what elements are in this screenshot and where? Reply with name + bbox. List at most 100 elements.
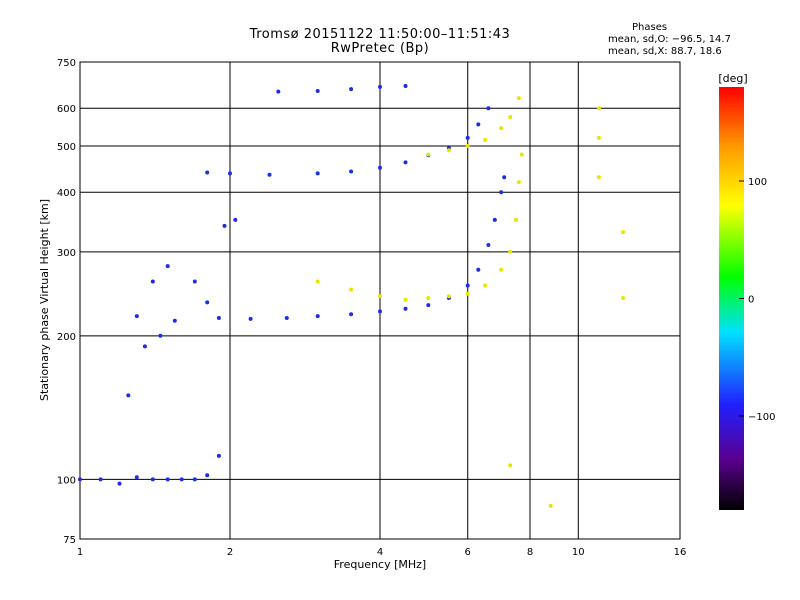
y-tick-label: 300 xyxy=(57,248,76,259)
data-point xyxy=(378,309,382,314)
data-point xyxy=(508,115,513,119)
data-point xyxy=(134,314,139,319)
colorbar-tick-label: −100 xyxy=(748,412,775,423)
stats-o-mode: mean, sd,O: −96.5, 14.7 xyxy=(608,34,731,45)
data-point xyxy=(349,169,354,174)
data-point xyxy=(508,463,513,468)
data-point xyxy=(499,126,504,131)
data-point xyxy=(216,316,221,320)
colorbar-ticks: 100 0 −100 xyxy=(739,177,775,423)
data-point xyxy=(315,279,320,284)
x-tick-label: 4 xyxy=(377,547,383,558)
y-tick-label: 400 xyxy=(57,188,76,199)
data-point xyxy=(205,473,210,478)
data-point xyxy=(516,180,521,185)
data-point xyxy=(216,453,221,458)
data-point xyxy=(165,477,170,482)
data-point xyxy=(192,477,197,482)
chart-subtitle: RwPretec (Bp) xyxy=(330,41,430,56)
y-tick-label: 75 xyxy=(63,535,76,546)
data-point xyxy=(516,96,521,101)
data-point xyxy=(465,291,470,296)
data-point xyxy=(205,300,210,305)
data-point xyxy=(465,144,470,148)
data-point xyxy=(315,171,320,176)
data-point xyxy=(508,249,513,254)
data-point xyxy=(403,84,408,88)
y-tick-label: 100 xyxy=(57,475,76,486)
data-point xyxy=(378,294,382,299)
y-tick-label: 500 xyxy=(57,142,76,153)
data-point xyxy=(492,217,497,222)
data-point xyxy=(403,306,408,311)
data-point xyxy=(514,217,518,222)
data-point xyxy=(267,172,272,177)
data-point xyxy=(248,316,253,321)
data-point xyxy=(426,152,431,157)
x-tick-label: 16 xyxy=(674,547,687,558)
data-point xyxy=(284,316,289,320)
data-point xyxy=(228,171,232,176)
data-point xyxy=(179,477,184,482)
data-point xyxy=(426,303,431,308)
grid-lines xyxy=(80,62,680,539)
data-point xyxy=(446,148,451,153)
data-point xyxy=(596,135,601,140)
data-point xyxy=(276,89,281,94)
x-tick-label: 6 xyxy=(465,547,471,558)
data-point xyxy=(142,344,147,349)
x-tick-label: 1 xyxy=(77,547,83,558)
chart-title: Tromsø 20151122 11:50:00–11:51:43 xyxy=(249,27,511,42)
data-point xyxy=(486,106,491,111)
data-point xyxy=(172,318,177,323)
data-point xyxy=(548,503,553,508)
data-point xyxy=(403,160,408,165)
data-point xyxy=(222,223,227,228)
y-tick-label: 750 xyxy=(57,58,76,69)
data-point xyxy=(349,287,354,292)
data-point xyxy=(126,393,131,398)
y-axis-label: Stationary phase Virtual Height [km] xyxy=(38,199,51,401)
data-point xyxy=(476,267,481,272)
data-point xyxy=(476,122,481,127)
data-point xyxy=(465,135,470,140)
data-point xyxy=(621,230,626,235)
data-point xyxy=(158,333,163,338)
colorbar-label: [deg] xyxy=(718,72,747,85)
stats-heading: Phases xyxy=(632,22,668,33)
data-point xyxy=(446,294,451,299)
tick-labels: 1 2 4 6 8 10 16 75 100 200 300 400 500 600 750 xyxy=(57,58,686,558)
data-point xyxy=(233,217,238,222)
data-point xyxy=(205,170,210,175)
data-point xyxy=(165,264,170,269)
data-point xyxy=(519,152,524,157)
x-axis-label: Frequency [MHz] xyxy=(334,558,426,571)
data-point xyxy=(315,89,320,93)
data-point xyxy=(98,477,103,482)
data-point xyxy=(134,475,139,480)
data-point xyxy=(483,137,488,142)
data-point xyxy=(465,283,470,288)
data-point xyxy=(349,312,354,317)
data-point xyxy=(315,314,320,319)
data-point xyxy=(486,243,491,247)
data-point xyxy=(117,481,122,486)
data-point xyxy=(150,279,155,284)
x-tick-label: 8 xyxy=(527,547,533,558)
data-point xyxy=(596,175,601,180)
data-points xyxy=(78,84,626,508)
x-tick-label: 2 xyxy=(227,547,233,558)
data-point xyxy=(499,267,504,272)
data-point xyxy=(426,296,431,300)
x-tick-label: 10 xyxy=(572,547,585,558)
data-point xyxy=(378,165,382,170)
y-tick-label: 200 xyxy=(57,332,76,343)
data-point xyxy=(502,175,507,180)
data-point xyxy=(378,84,382,89)
data-point xyxy=(403,297,408,302)
data-point xyxy=(349,87,354,92)
data-point xyxy=(596,106,601,111)
data-point xyxy=(192,279,197,284)
colorbar-tick-label: 0 xyxy=(748,295,754,306)
